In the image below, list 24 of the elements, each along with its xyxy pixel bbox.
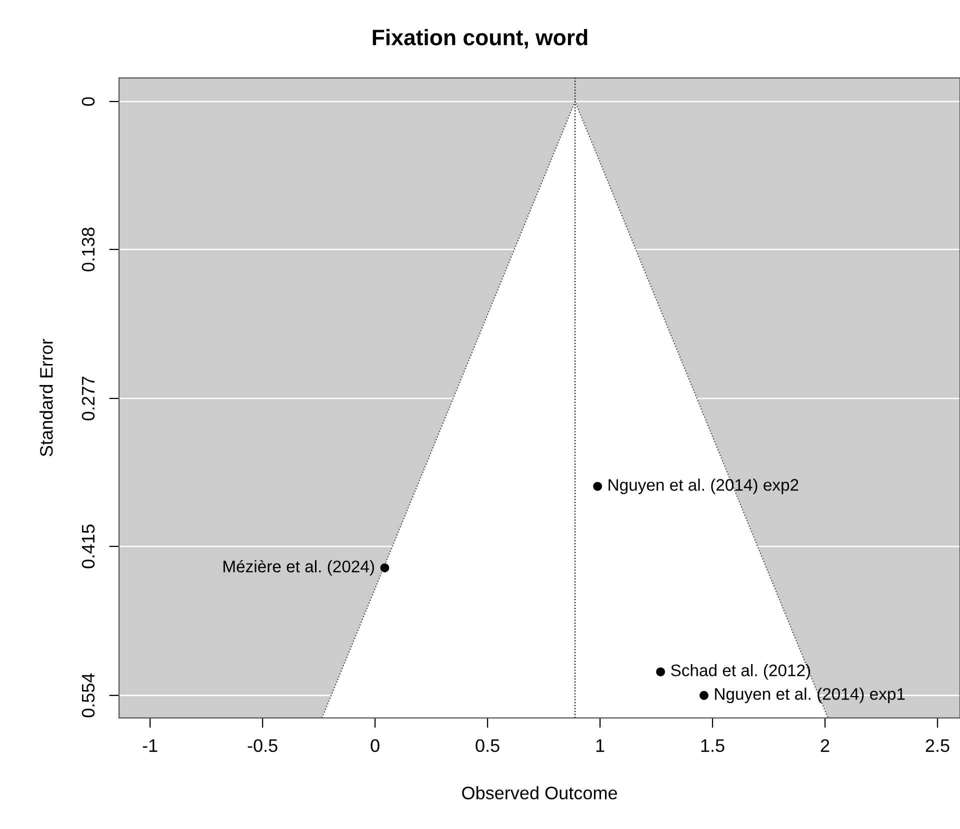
- point: [593, 482, 602, 491]
- annotation: Nguyen et al. (2014) exp1: [715, 688, 905, 704]
- x-tick-label: 0.5: [476, 739, 500, 752]
- x-tick-label: -0.5: [248, 739, 278, 752]
- y-tick-label: 0: [82, 97, 95, 106]
- y-tick-label: 0.415: [82, 524, 95, 568]
- annotation: Nguyen et al. (2014) exp2: [608, 478, 798, 494]
- y-tick-label: 0.138: [82, 228, 95, 272]
- point: [699, 690, 708, 700]
- x-tick-label: 2: [820, 739, 830, 752]
- x-tick-label: -1: [142, 739, 158, 752]
- y-tick-label: 0.277: [82, 376, 95, 420]
- y-tick-label: 0.554: [82, 673, 95, 718]
- point: [656, 667, 666, 676]
- x-tick-label: 1: [596, 739, 604, 752]
- x-axis-title: Observed Outcome: [462, 786, 617, 800]
- chart-title: Fixation count, word: [372, 29, 588, 49]
- annotation: Schad et al. (2012): [671, 664, 810, 680]
- x-tick-label: 0: [370, 739, 380, 752]
- point: [380, 563, 390, 572]
- x-tick-label: 1.5: [701, 739, 724, 752]
- annotation: Mézière et al. (2024): [224, 560, 374, 576]
- y-axis-title: Standard Error: [40, 339, 53, 456]
- x-tick-label: 2.5: [926, 739, 950, 752]
